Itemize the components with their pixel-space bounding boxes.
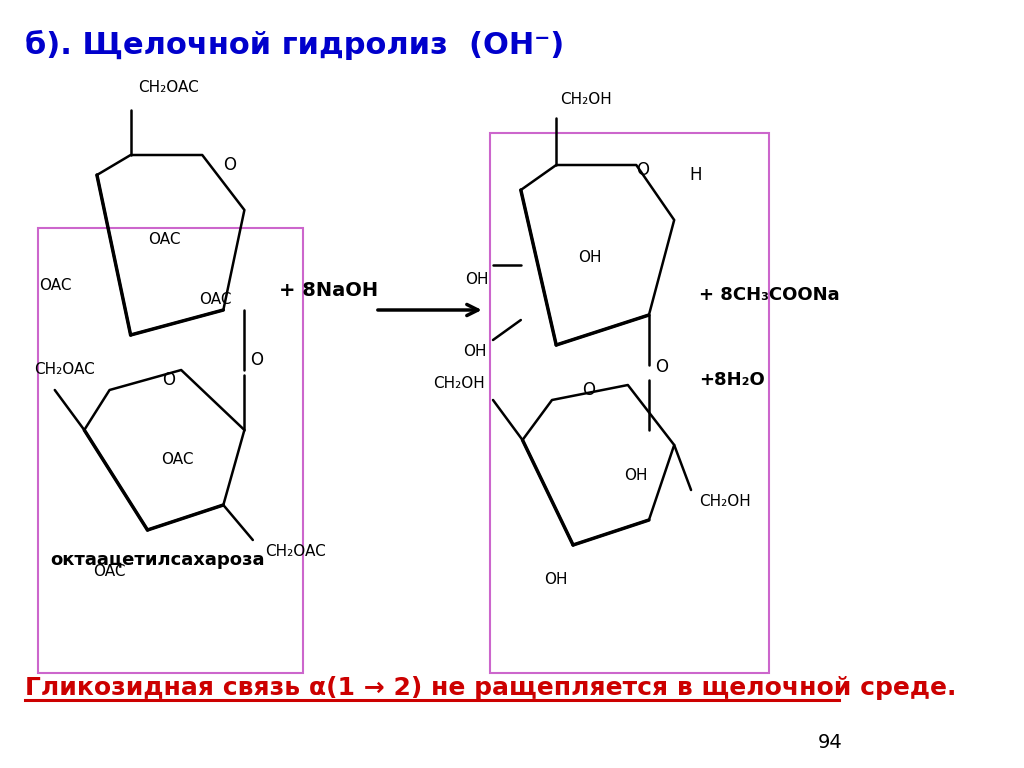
- Text: CH₂OAC: CH₂OAC: [265, 545, 327, 560]
- Text: OH: OH: [464, 345, 487, 359]
- Text: OH: OH: [545, 572, 568, 588]
- Text: октаацетилсахароза: октаацетилсахароза: [50, 551, 265, 569]
- Text: CH₂OH: CH₂OH: [699, 495, 752, 509]
- Text: OAC: OAC: [161, 452, 194, 468]
- Text: CH₂OH: CH₂OH: [433, 376, 484, 390]
- Text: OAC: OAC: [93, 564, 126, 580]
- Text: OH: OH: [625, 468, 648, 484]
- Bar: [490, 133, 769, 673]
- Text: + 8NaOH: + 8NaOH: [280, 280, 378, 300]
- Text: Гликозидная связь α(1 → 2) не ращепляется в щелочной среде.: Гликозидная связь α(1 → 2) не ращепляетс…: [26, 676, 956, 700]
- Text: O: O: [582, 381, 595, 399]
- Text: 94: 94: [818, 733, 843, 753]
- Text: +8H₂O: +8H₂O: [699, 371, 765, 389]
- Text: O: O: [636, 161, 648, 179]
- Text: OAC: OAC: [148, 233, 180, 247]
- Text: CH₂OH: CH₂OH: [560, 92, 611, 108]
- Text: CH₂OAC: CH₂OAC: [34, 362, 94, 378]
- Text: + 8CH₃COONa: + 8CH₃COONa: [699, 286, 840, 304]
- Text: O: O: [251, 351, 263, 369]
- Text: OH: OH: [465, 273, 488, 287]
- Text: OH: OH: [579, 250, 602, 266]
- Text: OAC: OAC: [39, 277, 72, 293]
- Text: OAC: OAC: [199, 293, 231, 307]
- Text: б). Щелочной гидролиз  (ОН⁻): б). Щелочной гидролиз (ОН⁻): [26, 30, 564, 60]
- Text: O: O: [223, 156, 236, 174]
- Bar: [38, 228, 303, 673]
- Text: CH₂OAC: CH₂OAC: [138, 81, 199, 95]
- Text: O: O: [162, 371, 175, 389]
- Text: H: H: [689, 166, 701, 184]
- Text: O: O: [655, 358, 668, 376]
